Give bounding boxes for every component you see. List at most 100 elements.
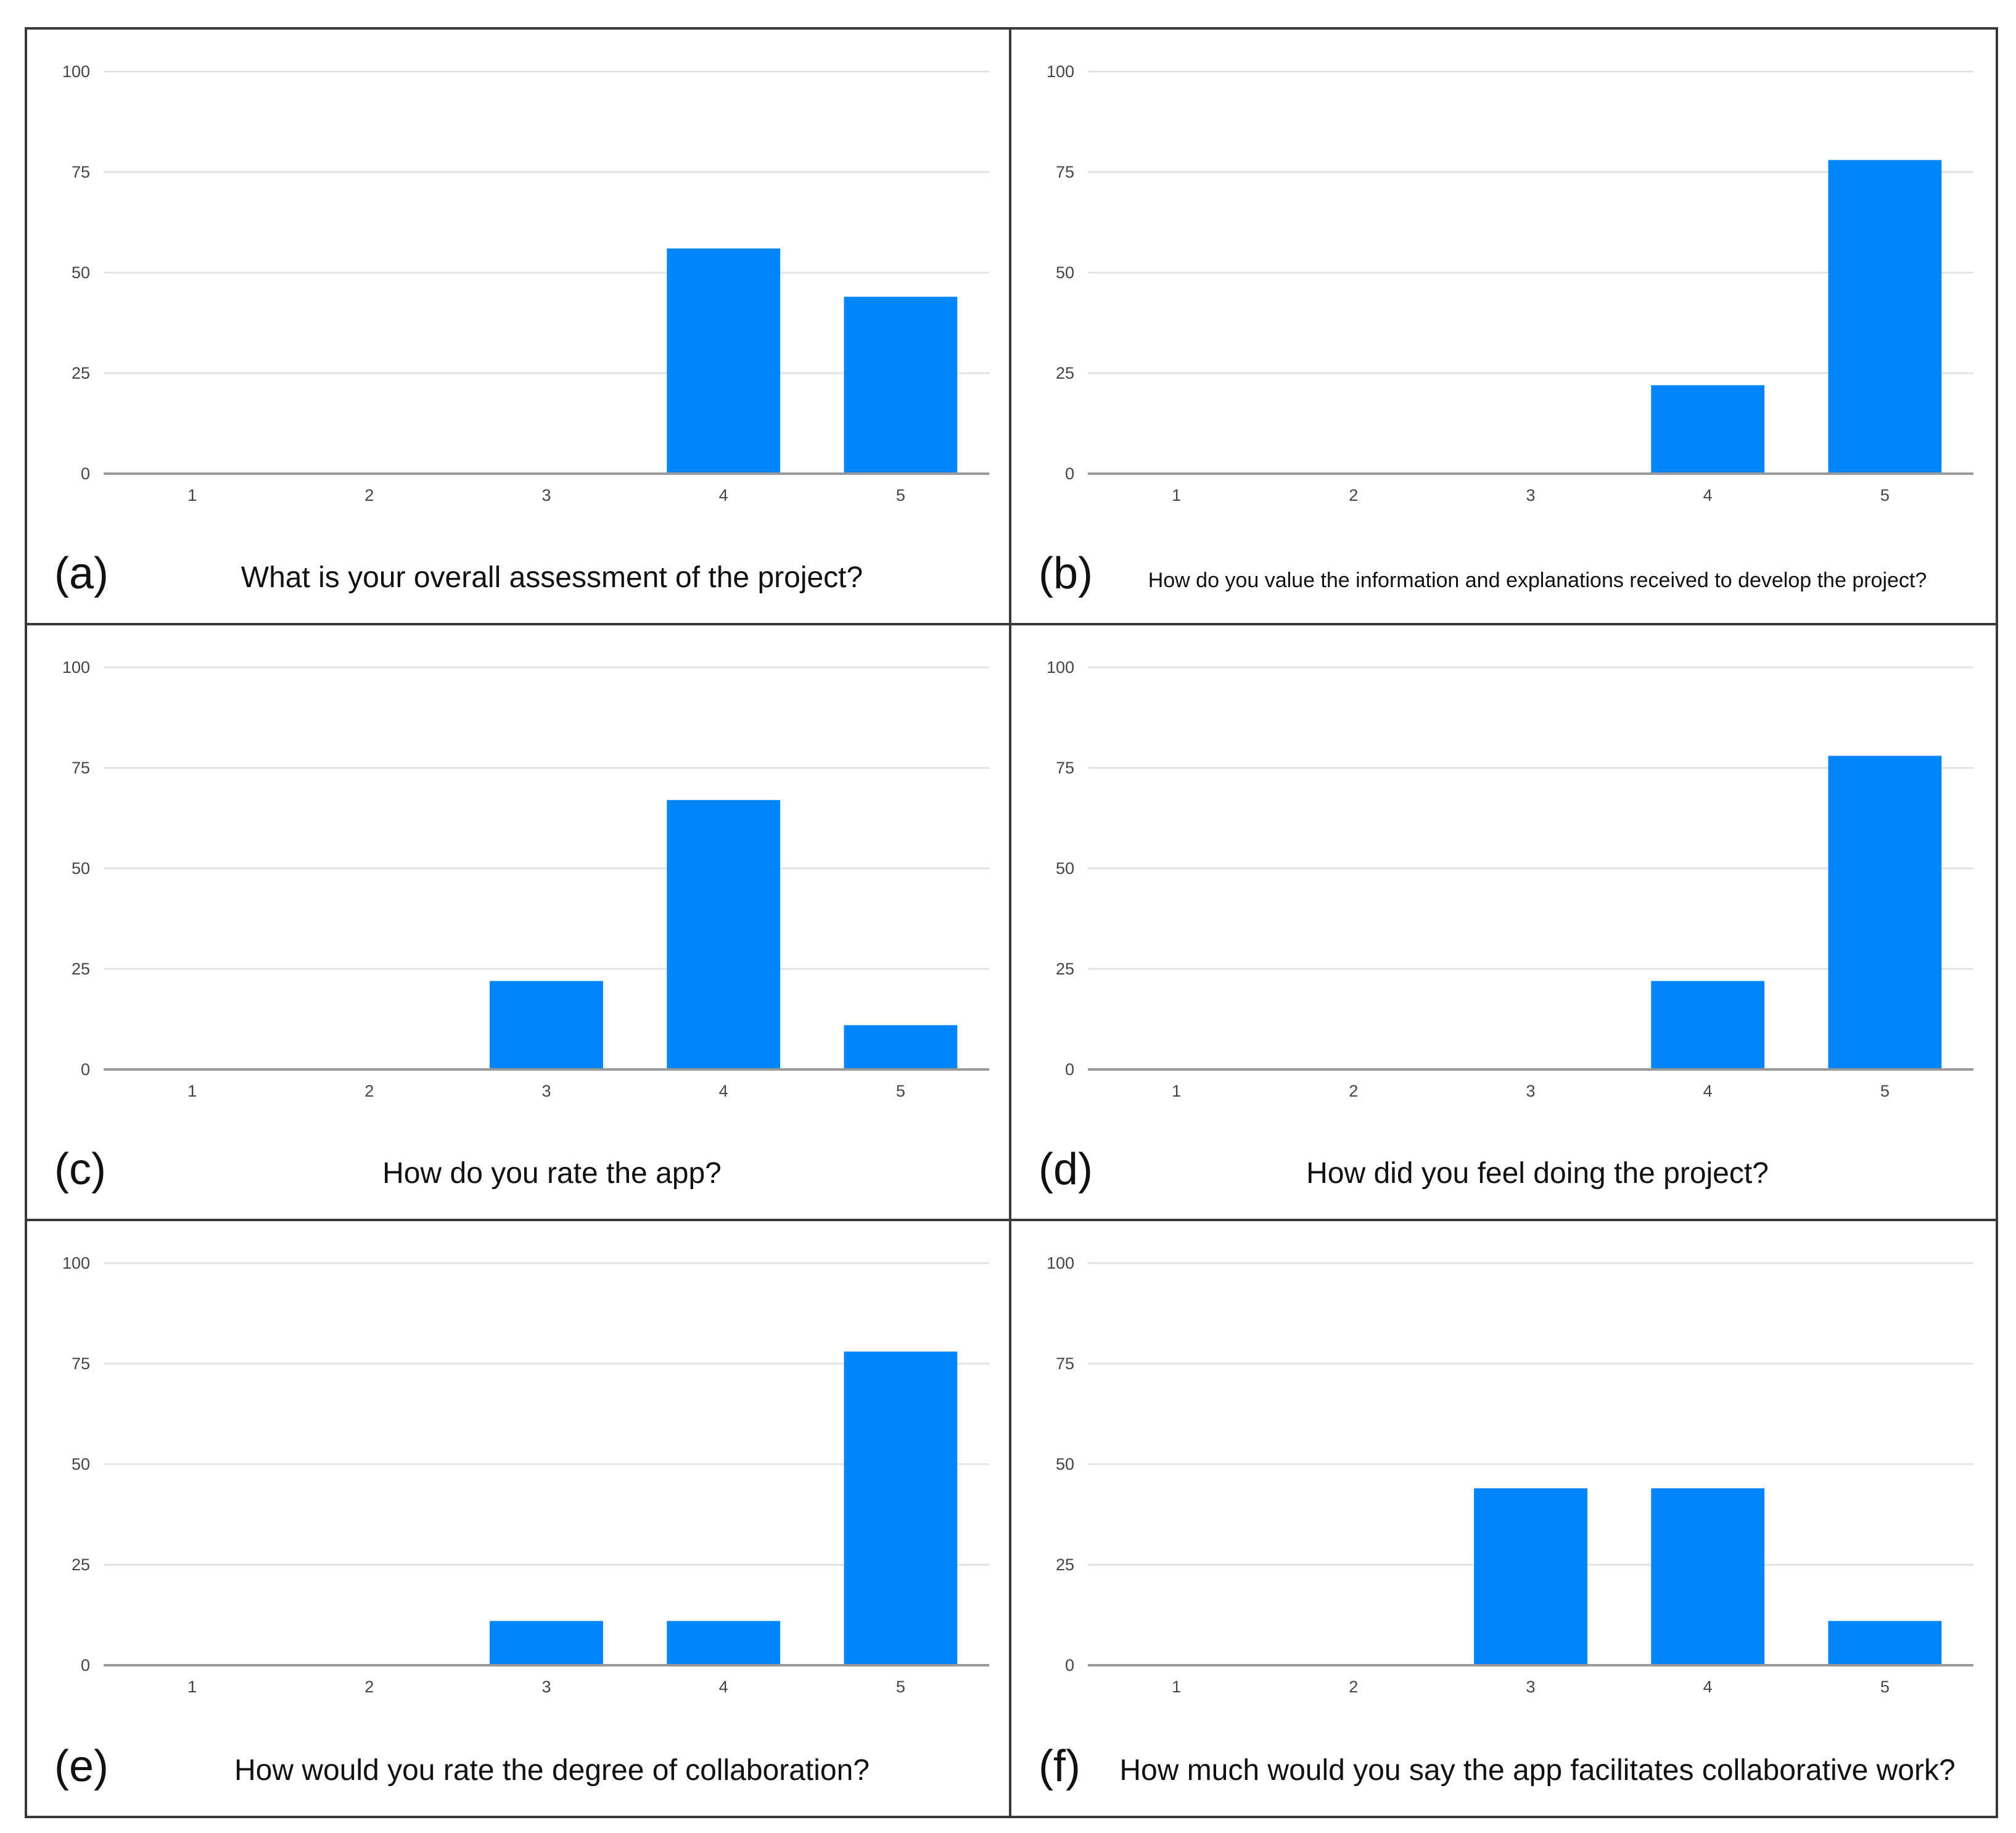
x-tick-label-e-1: 1 — [187, 1678, 197, 1696]
x-tick-label-c-4: 4 — [719, 1082, 728, 1100]
x-tick-label-e-3: 3 — [541, 1678, 551, 1696]
y-tick-label-d-50: 50 — [1056, 859, 1074, 878]
x-tick-label-c-2: 2 — [364, 1082, 374, 1100]
panel-label-e: (e) — [54, 1742, 109, 1791]
chart-title-b: How do you value the information and exp… — [1148, 568, 1927, 592]
x-tick-label-c-5: 5 — [896, 1082, 905, 1100]
y-tick-label-f-100: 100 — [1047, 1254, 1074, 1272]
y-tick-label-c-0: 0 — [81, 1060, 90, 1079]
y-tick-label-b-100: 100 — [1047, 62, 1074, 81]
y-tick-label-f-50: 50 — [1056, 1455, 1074, 1473]
y-tick-label-b-50: 50 — [1056, 263, 1074, 282]
bar-e-3 — [490, 1621, 603, 1665]
y-tick-label-e-100: 100 — [62, 1254, 90, 1272]
bar-chart-e: 0 25 50 75 100 1 2 3 4 5 — [62, 1254, 989, 1696]
bar-c-4 — [667, 800, 781, 1069]
bar-a-5 — [844, 297, 958, 474]
panel-label-c: (c) — [54, 1145, 106, 1194]
bar-c-3 — [490, 981, 603, 1069]
x-tick-label-a-1: 1 — [187, 486, 197, 505]
panel-label-a: (a) — [54, 549, 109, 598]
y-tick-label-d-75: 75 — [1056, 759, 1074, 777]
x-tick-label-f-3: 3 — [1526, 1678, 1535, 1696]
x-tick-label-d-2: 2 — [1349, 1082, 1358, 1100]
x-tick-label-b-2: 2 — [1349, 486, 1358, 505]
panel-c: 0 25 50 75 100 1 2 3 4 5 (c) How do you rate the … — [27, 625, 1011, 1221]
panel-d: 0 25 50 75 100 1 2 3 4 5 (d) How did you feel doi… — [1011, 625, 1996, 1221]
y-tick-label-e-75: 75 — [72, 1354, 90, 1373]
panel-f: 0 25 50 75 100 1 2 3 4 5 (f) How much would you s… — [1011, 1221, 1996, 1816]
x-tick-label-a-2: 2 — [364, 486, 374, 505]
y-tick-label-d-0: 0 — [1065, 1060, 1074, 1079]
x-tick-label-c-3: 3 — [541, 1082, 551, 1100]
chart-title-e: How would you rate the degree of collabo… — [234, 1754, 870, 1787]
bar-chart-b: 0 25 50 75 100 1 2 3 4 5 — [1047, 62, 1973, 505]
x-tick-label-a-4: 4 — [719, 486, 728, 505]
x-tick-label-b-4: 4 — [1703, 486, 1713, 505]
y-tick-label-a-75: 75 — [72, 163, 90, 181]
panel-a: 0 25 50 75 100 1 2 3 4 5 (a) What is your overall… — [27, 30, 1011, 625]
y-tick-label-e-50: 50 — [72, 1455, 90, 1473]
y-tick-label-a-25: 25 — [72, 364, 90, 382]
x-tick-label-f-5: 5 — [1880, 1678, 1890, 1696]
y-tick-label-a-0: 0 — [81, 464, 90, 483]
chart-title-c: How do you rate the app? — [382, 1157, 722, 1190]
y-tick-label-e-0: 0 — [81, 1656, 90, 1674]
panel-label-b: (b) — [1039, 549, 1093, 598]
x-tick-label-f-4: 4 — [1703, 1678, 1713, 1696]
y-tick-label-b-75: 75 — [1056, 163, 1074, 181]
y-tick-label-f-75: 75 — [1056, 1354, 1074, 1373]
bar-f-3 — [1474, 1488, 1587, 1665]
bar-chart-d: 0 25 50 75 100 1 2 3 4 5 — [1047, 658, 1973, 1100]
panel-e: 0 25 50 75 100 1 2 3 4 5 (e) How would you rate t… — [27, 1221, 1011, 1816]
x-tick-label-b-5: 5 — [1880, 486, 1890, 505]
x-tick-label-e-5: 5 — [896, 1678, 905, 1696]
x-tick-label-e-4: 4 — [719, 1678, 728, 1696]
y-tick-label-a-100: 100 — [62, 62, 90, 81]
bar-b-4 — [1651, 385, 1765, 474]
chart-title-d: How did you feel doing the project? — [1306, 1157, 1769, 1190]
y-tick-label-c-75: 75 — [72, 759, 90, 777]
bar-a-4 — [667, 248, 781, 474]
figure-grid: 0 25 50 75 100 1 2 3 4 5 (a) What is your overall… — [25, 27, 1998, 1818]
bar-chart-f: 0 25 50 75 100 1 2 3 4 5 — [1047, 1254, 1973, 1696]
x-tick-label-d-5: 5 — [1880, 1082, 1890, 1100]
y-tick-label-c-100: 100 — [62, 658, 90, 677]
y-tick-label-c-25: 25 — [72, 960, 90, 978]
y-tick-label-d-25: 25 — [1056, 960, 1074, 978]
y-tick-label-f-25: 25 — [1056, 1555, 1074, 1574]
x-tick-label-d-4: 4 — [1703, 1082, 1713, 1100]
bar-c-5 — [844, 1025, 958, 1069]
chart-title-a: What is your overall assessment of the p… — [241, 561, 863, 595]
x-tick-label-b-1: 1 — [1172, 486, 1181, 505]
bar-f-4 — [1651, 1488, 1765, 1665]
x-tick-label-d-1: 1 — [1172, 1082, 1181, 1100]
chart-title-f: How much would you say the app facilitat… — [1119, 1754, 1956, 1787]
x-tick-label-a-3: 3 — [541, 486, 551, 505]
y-tick-label-c-50: 50 — [72, 859, 90, 878]
x-tick-label-e-2: 2 — [364, 1678, 374, 1696]
bar-d-4 — [1651, 981, 1765, 1069]
x-tick-label-c-1: 1 — [187, 1082, 197, 1100]
y-tick-label-f-0: 0 — [1065, 1656, 1074, 1674]
y-tick-label-a-50: 50 — [72, 263, 90, 282]
x-tick-label-b-3: 3 — [1526, 486, 1535, 505]
bar-e-5 — [844, 1351, 958, 1665]
x-tick-label-f-2: 2 — [1349, 1678, 1358, 1696]
bar-chart-a: 0 25 50 75 100 1 2 3 4 5 — [62, 62, 989, 505]
y-tick-label-b-25: 25 — [1056, 364, 1074, 382]
y-tick-label-e-25: 25 — [72, 1555, 90, 1574]
y-tick-label-d-100: 100 — [1047, 658, 1074, 677]
panel-label-f: (f) — [1039, 1742, 1080, 1791]
x-tick-label-f-1: 1 — [1172, 1678, 1181, 1696]
x-tick-label-d-3: 3 — [1526, 1082, 1535, 1100]
bar-chart-c: 0 25 50 75 100 1 2 3 4 5 — [62, 658, 989, 1100]
bar-d-5 — [1828, 756, 1942, 1069]
bar-b-5 — [1828, 160, 1942, 474]
bar-e-4 — [667, 1621, 781, 1665]
panel-b: 0 25 50 75 100 1 2 3 4 5 (b) How do you value the… — [1011, 30, 1996, 625]
x-tick-label-a-5: 5 — [896, 486, 905, 505]
y-tick-label-b-0: 0 — [1065, 464, 1074, 483]
bar-f-5 — [1828, 1621, 1942, 1665]
panel-label-d: (d) — [1039, 1145, 1093, 1194]
